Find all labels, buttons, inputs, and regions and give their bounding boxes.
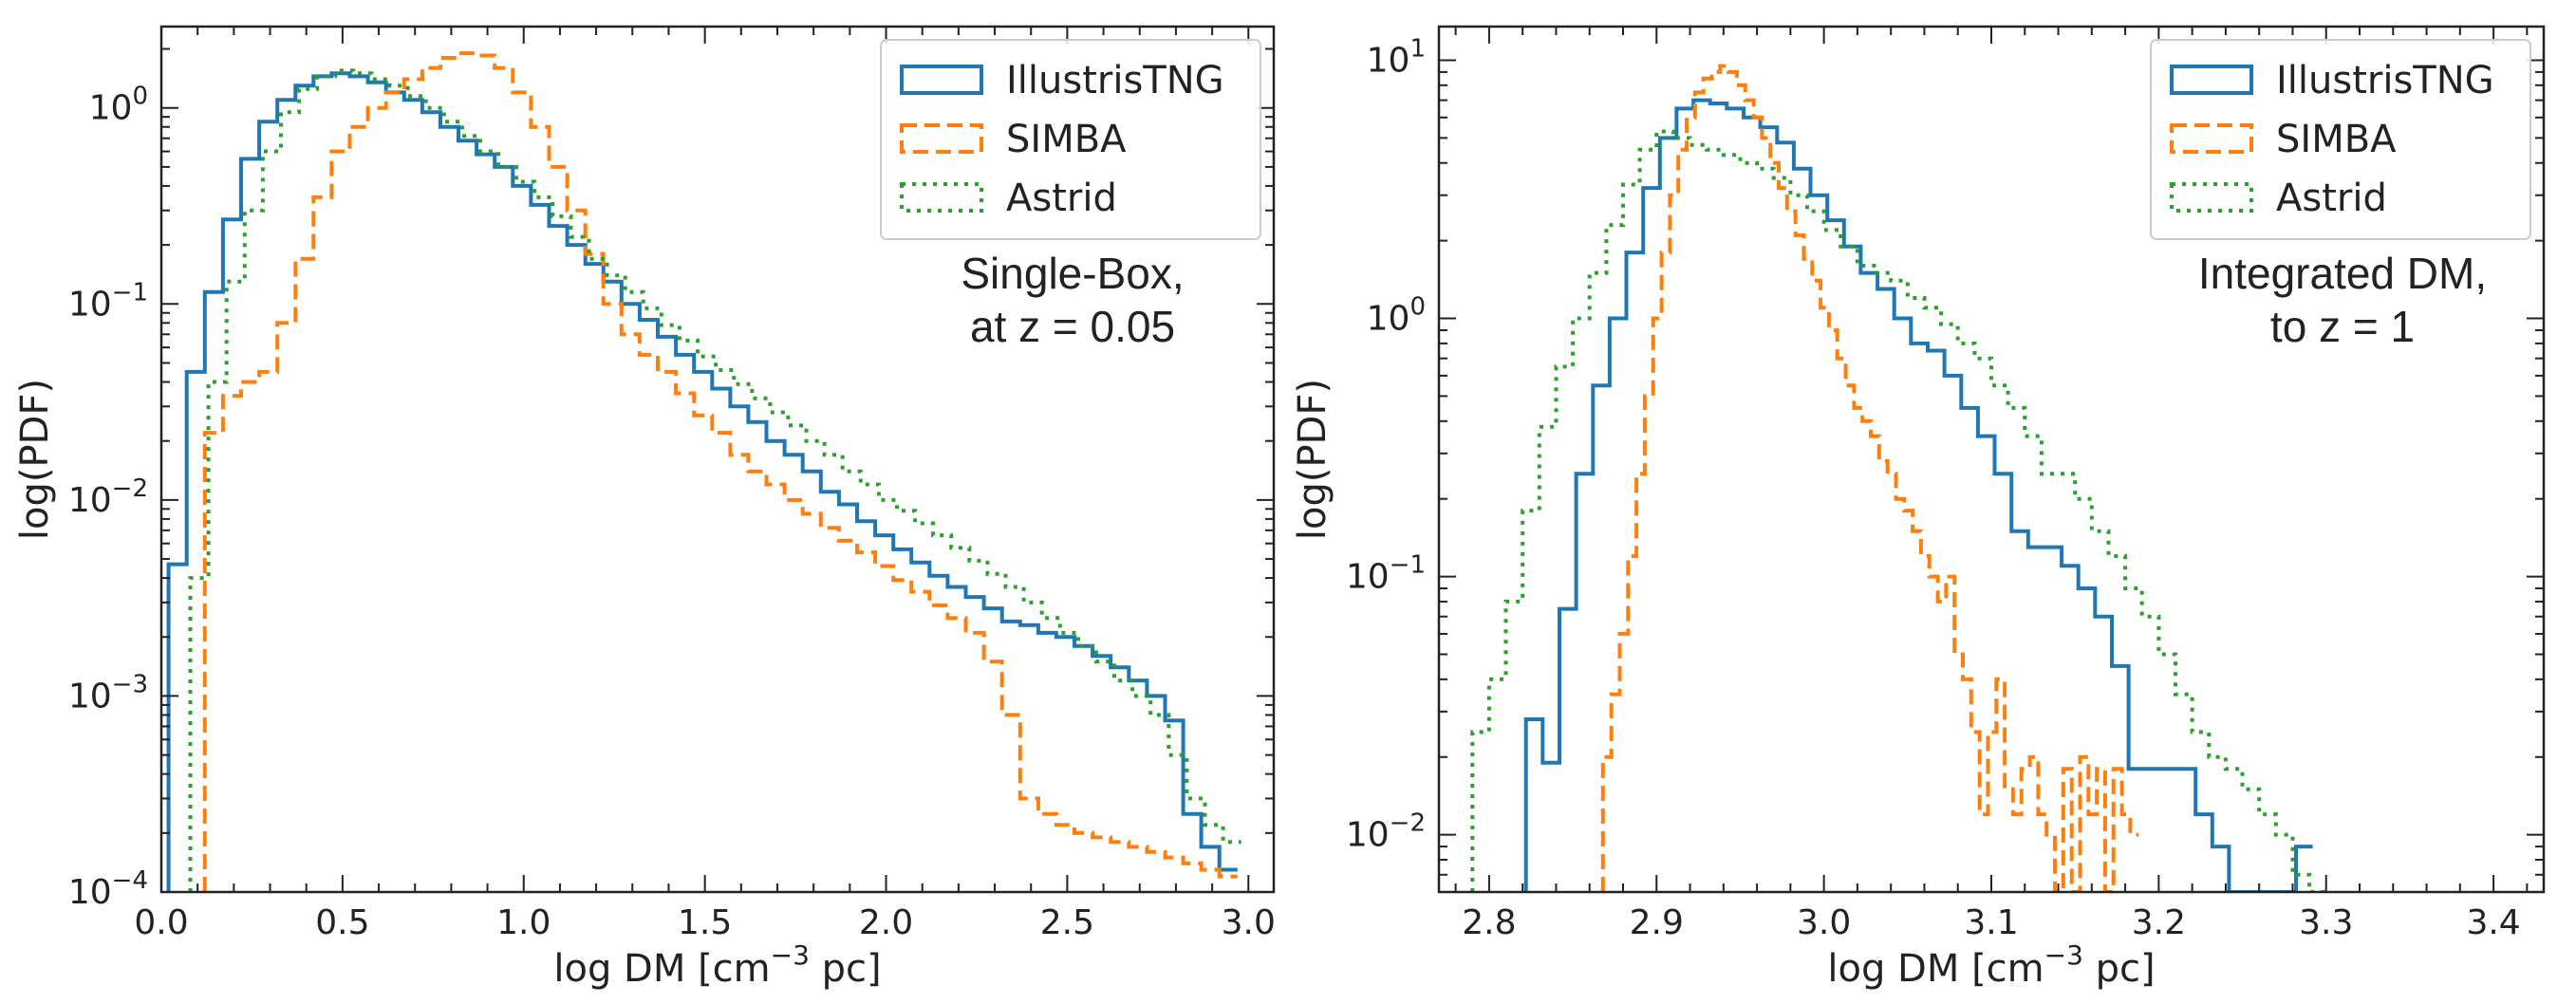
right-series-simba [1600,64,2139,892]
right-series-illustristng [1523,98,2313,892]
left-series-astrid [188,68,1241,892]
right-ylabel: log(PDF) [1291,379,1335,540]
left-xtick-label: 2.0 [859,903,913,942]
right-annotation-line: Integrated DM, [2198,249,2487,298]
right-panel: 2.8 2.9 3.0 3.1 3.2 3.3 3.4 10−2 10−1 100 101 log D… [1291,25,2546,991]
left-ytick-label: 10−1 [68,278,148,324]
left-annotation-line: Single-Box, [961,249,1184,298]
right-series-group [1470,64,2326,892]
left-legend-swatch-simba [900,123,983,154]
left-axes-frame [159,25,1276,894]
right-legend-label-astrid: Astrid [2276,177,2387,220]
left-series-simba [202,51,1238,892]
right-ytick-label: 100 [1367,293,1426,339]
right-legend-swatch-simba [2170,123,2253,154]
left-legend-swatch-astrid [900,182,983,213]
right-xtick-label: 3.4 [2466,903,2520,942]
left-xtick-label: 3.0 [1222,903,1276,942]
right-xtick-label: 2.9 [1630,903,1684,942]
left-xtick-label: 1.0 [496,903,551,942]
left-ytick-label: 10−2 [68,474,148,520]
right-xlabel: log DM [cm−3 pc] [1827,939,2155,991]
right-xtick-label: 3.1 [1964,903,2018,942]
right-xtick-label: 2.8 [1462,903,1516,942]
left-legend-label-illustristng: IllustrisTNG [1006,59,1224,102]
left-ytick-label: 100 [89,83,148,128]
left-xtick-label: 1.5 [678,903,732,942]
right-legend-swatch-astrid [2170,182,2253,213]
left-series-illustristng [166,71,1238,892]
left-legend: IllustrisTNG SIMBA Astrid [880,39,1261,240]
right-ytick-label: 101 [1367,34,1426,80]
left-xtick-label: 0.0 [134,903,188,942]
right-series-astrid [1470,129,2326,892]
left-legend-label-simba: SIMBA [1006,118,1127,161]
right-xtick-label: 3.2 [2132,903,2186,942]
left-series-group [166,51,1241,892]
right-legend-box [2150,39,2531,240]
left-legend-box [880,39,1261,240]
right-ytick-label: 10−2 [1346,809,1426,855]
right-ytick-label: 10−1 [1346,551,1426,597]
left-panel: 0.0 0.5 1.0 1.5 2.0 2.5 3.0 10−4 10−3 10−2 10−1 100… [13,25,1276,991]
right-annotation-line: to z = 1 [2270,302,2415,351]
right-legend-label-illustristng: IllustrisTNG [2276,59,2494,102]
left-ytick-label: 10−4 [68,866,148,912]
left-annotation-line: at z = 0.05 [970,302,1175,351]
left-legend-label-astrid: Astrid [1006,177,1117,220]
left-xtick-label: 0.5 [315,903,369,942]
left-ylabel: log(PDF) [13,379,57,540]
right-legend-swatch-illustristng [2170,65,2253,95]
right-xtick-label: 3.3 [2299,903,2353,942]
right-legend-label-simba: SIMBA [2276,118,2397,161]
right-xtick-label: 3.0 [1797,903,1851,942]
left-legend-swatch-illustristng [900,65,983,95]
left-ytick-label: 10−3 [68,670,148,716]
right-legend: IllustrisTNG SIMBA Astrid [2150,39,2531,240]
left-xtick-label: 2.5 [1040,903,1094,942]
left-xlabel: log DM [cm−3 pc] [553,939,881,991]
